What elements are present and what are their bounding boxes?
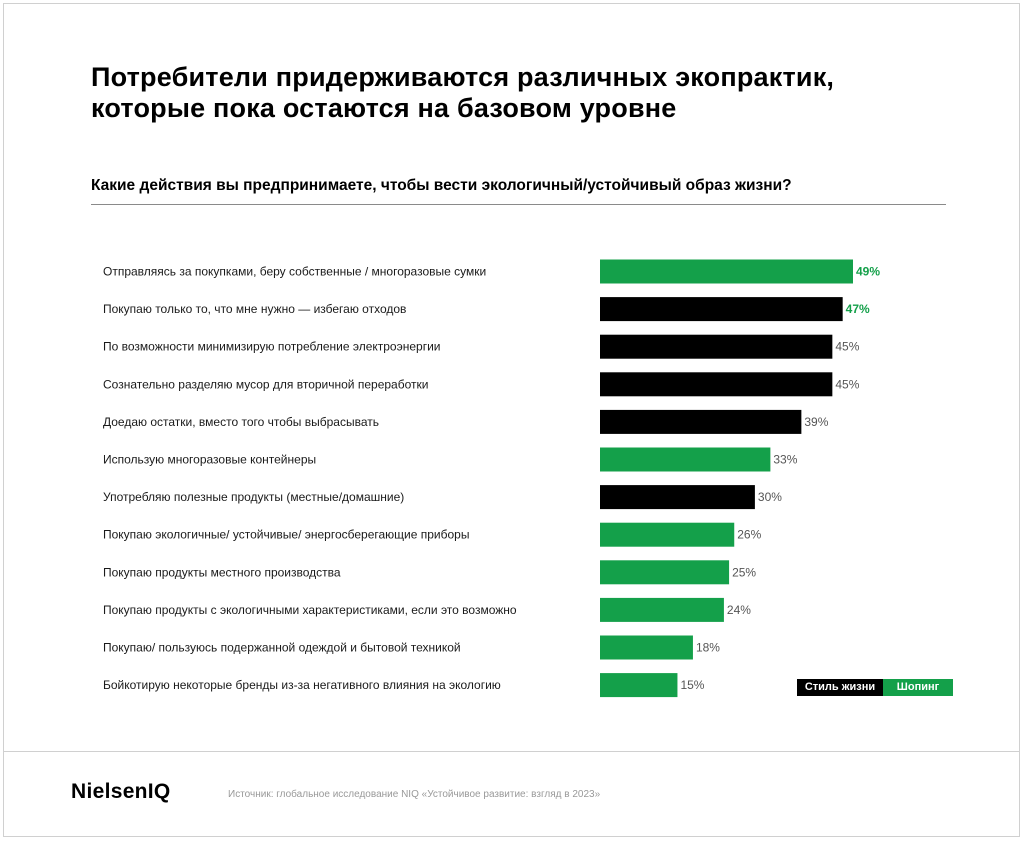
category-label: Использую многоразовые контейнеры bbox=[103, 453, 316, 467]
value-label: 49% bbox=[856, 265, 880, 279]
bar bbox=[600, 673, 678, 698]
legend-lifestyle: Стиль жизни bbox=[797, 679, 883, 696]
category-label: Покупаю продукты с экологичными характер… bbox=[103, 603, 517, 617]
value-label: 15% bbox=[680, 678, 704, 692]
headline-line-2: которые пока остаются на базовом уровне bbox=[91, 93, 677, 123]
category-label: Употребляю полезные продукты (местные/до… bbox=[103, 490, 404, 504]
value-label: 26% bbox=[737, 528, 761, 542]
chart-headline: Потребители придерживаются различных эко… bbox=[91, 62, 971, 124]
card-frame bbox=[3, 3, 1020, 837]
bar bbox=[600, 597, 724, 622]
bar bbox=[600, 334, 833, 359]
value-label: 47% bbox=[846, 302, 870, 316]
category-label: Сознательно разделяю мусор для вторичной… bbox=[103, 377, 428, 391]
chart-legend: Стиль жизни Шопинг bbox=[797, 679, 953, 696]
bar bbox=[600, 409, 802, 434]
source-note: Источник: глобальное исследование NIQ «У… bbox=[228, 789, 601, 800]
survey-question: Какие действия вы предпринимаете, чтобы … bbox=[91, 177, 792, 194]
bar bbox=[600, 522, 735, 547]
category-label: Покупаю продукты местного производства bbox=[103, 565, 341, 579]
footer-divider bbox=[3, 751, 1020, 752]
question-divider bbox=[91, 204, 946, 205]
bar bbox=[600, 635, 693, 660]
bar bbox=[600, 560, 730, 585]
category-label: Доедаю остатки, вместо того чтобы выбрас… bbox=[103, 415, 379, 429]
category-label: Покупаю экологичные/ устойчивые/ энергос… bbox=[103, 528, 469, 542]
bar bbox=[600, 485, 755, 510]
value-label: 39% bbox=[804, 415, 828, 429]
bar bbox=[600, 447, 771, 472]
bar bbox=[600, 297, 843, 322]
category-label: Отправляясь за покупками, беру собственн… bbox=[103, 265, 486, 279]
category-label: Бойкотирую некоторые бренды из-за негати… bbox=[103, 678, 501, 692]
value-label: 25% bbox=[732, 565, 756, 579]
value-label: 33% bbox=[773, 453, 797, 467]
value-label: 30% bbox=[758, 490, 782, 504]
value-label: 24% bbox=[727, 603, 751, 617]
category-label: По возможности минимизирую потребление э… bbox=[103, 340, 441, 354]
value-label: 45% bbox=[835, 377, 859, 391]
legend-shopping: Шопинг bbox=[883, 679, 953, 696]
value-label: 45% bbox=[835, 340, 859, 354]
value-label: 18% bbox=[696, 641, 720, 655]
nielseniq-logo: NielsenIQ bbox=[71, 780, 171, 803]
headline-line-1: Потребители придерживаются различных эко… bbox=[91, 62, 835, 92]
category-label: Покупаю/ пользуюсь подержанной одеждой и… bbox=[103, 641, 461, 655]
category-label: Покупаю только то, что мне нужно — избег… bbox=[103, 302, 406, 316]
bar bbox=[600, 259, 853, 284]
bar bbox=[600, 372, 833, 397]
